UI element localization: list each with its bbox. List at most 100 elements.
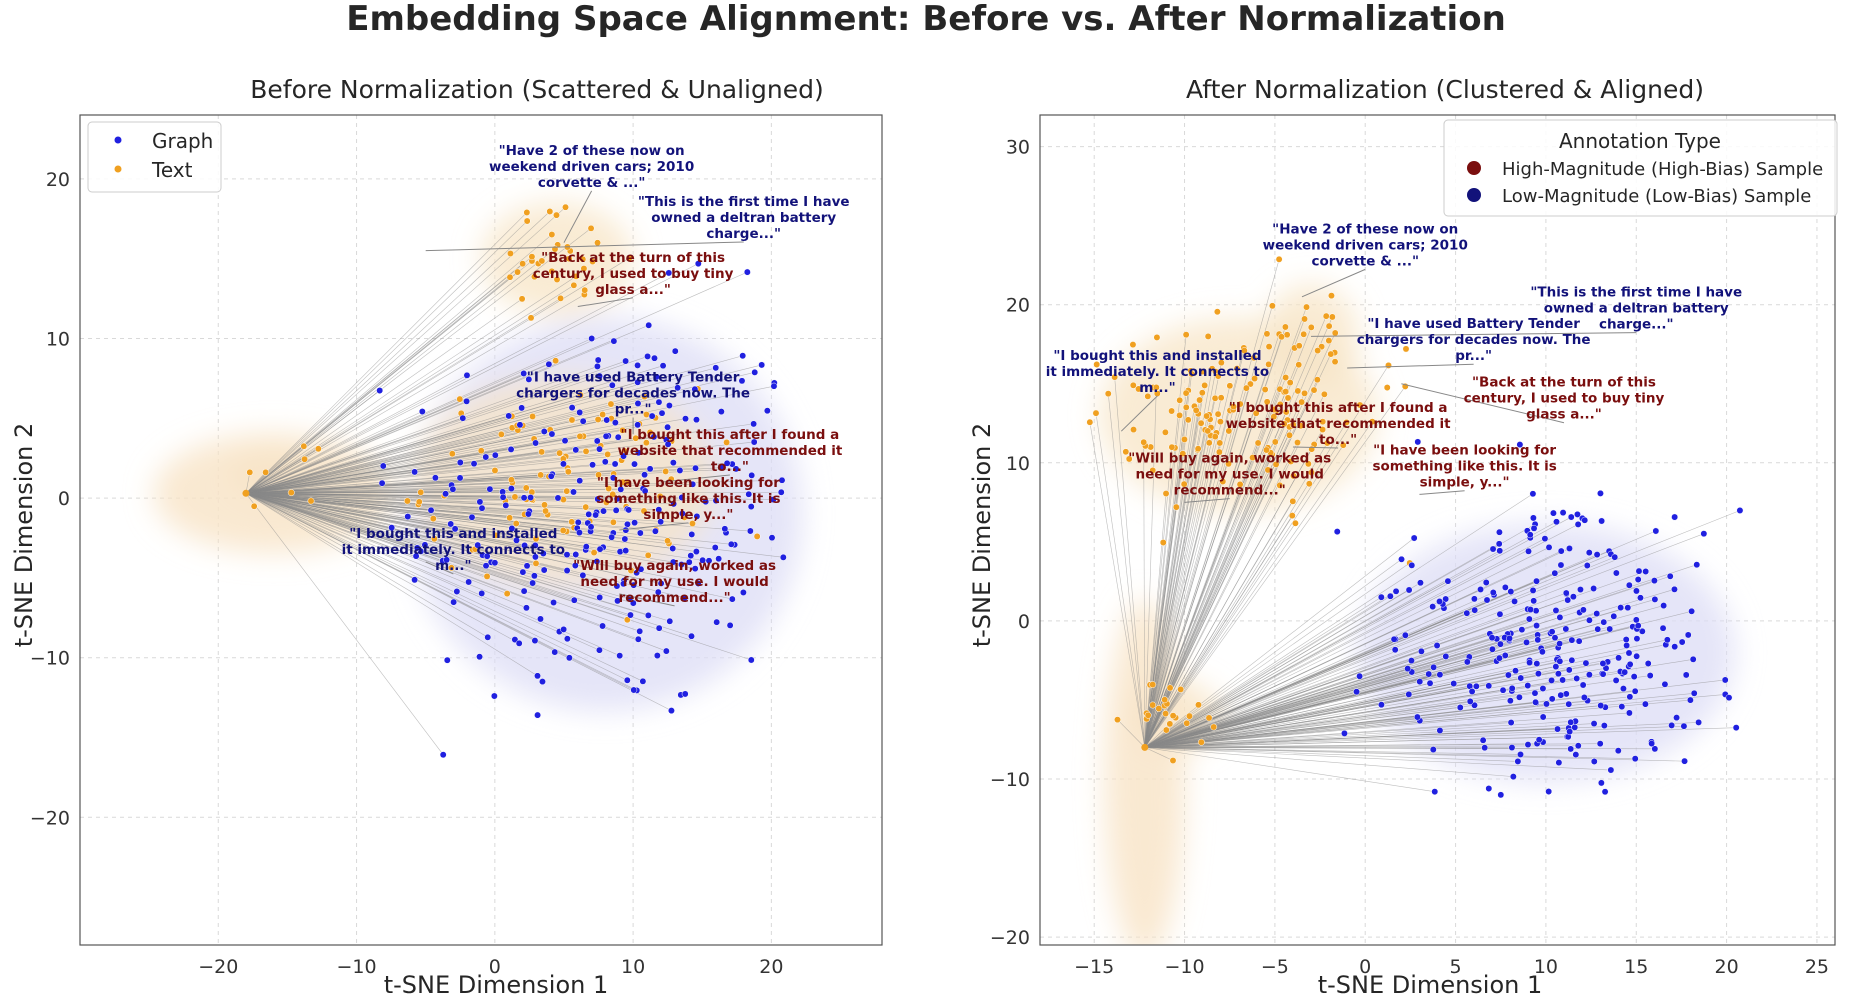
text-point [1331, 358, 1339, 366]
graph-point [521, 542, 529, 549]
annotation-leader [619, 593, 675, 607]
alignment-links [1089, 259, 1741, 792]
graph-point [1572, 751, 1580, 759]
text-point [1153, 333, 1161, 341]
graph-point [587, 523, 595, 531]
annotation-text: "Back at the turn of this [1472, 375, 1656, 391]
graph-point [1466, 697, 1474, 705]
graph-point [1526, 659, 1534, 667]
legend-label-graph: Graph [152, 129, 213, 153]
graph-point [529, 579, 537, 587]
text-point [553, 211, 560, 219]
annotation-text: "I bought this after I found a [621, 427, 840, 443]
graph-point [1660, 602, 1668, 610]
legend-after[interactable]: Annotation Type High-Magnitude (High-Bia… [1443, 119, 1838, 217]
text-point [582, 447, 590, 455]
text-point [1287, 458, 1295, 465]
link-line [1144, 580, 1449, 748]
link-line [1144, 406, 1195, 748]
link-line [1144, 688, 1543, 748]
link-line [1144, 388, 1247, 748]
graph-point [1582, 659, 1590, 667]
annotation-leader [1292, 446, 1339, 449]
graph-point [1590, 758, 1598, 765]
graph-point [747, 503, 755, 511]
graph-point [688, 632, 695, 640]
link-line [245, 285, 575, 494]
graph-point [1506, 634, 1513, 642]
graph-point [1405, 690, 1413, 698]
graph-point [579, 417, 587, 425]
link-line [1144, 639, 1627, 748]
graph-point [1535, 736, 1543, 744]
graph-point [463, 397, 471, 405]
graph-point [732, 465, 740, 473]
text-point [1307, 323, 1315, 331]
text-point [523, 217, 531, 225]
graph-point [594, 356, 602, 364]
graph-point [1485, 785, 1493, 792]
graph-point [1436, 598, 1443, 605]
text-point [1199, 368, 1207, 376]
link-line [1144, 556, 1615, 748]
link-line [245, 425, 518, 494]
legend-marker-high-bias [1467, 161, 1481, 175]
text-point [656, 492, 664, 500]
link-line [1144, 553, 1611, 748]
graph-point [575, 529, 583, 537]
link-line [1144, 538, 1546, 748]
graph-point [505, 412, 513, 420]
graph-point [1626, 693, 1634, 701]
graph-point [476, 653, 484, 661]
graph-point [1624, 604, 1632, 612]
graph-point [625, 506, 633, 514]
graph-point [634, 361, 642, 369]
y-tick-label: 10 [46, 328, 70, 350]
graph-point [1527, 606, 1534, 614]
graph-point [563, 567, 571, 575]
graph-point [491, 559, 499, 567]
graph-point [718, 464, 726, 472]
annotation-leader [1120, 395, 1158, 432]
text-point [483, 572, 491, 580]
text-point [595, 471, 603, 479]
annotation-leader [1347, 363, 1474, 369]
graph-point [1567, 513, 1575, 521]
link-line [1144, 516, 1572, 748]
graph-point [1686, 696, 1694, 704]
graph-point [1637, 594, 1644, 602]
graph-point [637, 565, 645, 573]
text-point [1129, 381, 1137, 389]
text-point [1240, 347, 1248, 355]
graph-point [516, 421, 524, 429]
graph-point [560, 625, 568, 633]
graph-point [689, 480, 697, 488]
annotation-text: "I bought this and installed [1053, 348, 1261, 364]
graph-point [750, 420, 758, 428]
graph-point [621, 535, 629, 543]
text-point [1305, 480, 1313, 488]
legend-before[interactable]: Graph Text [87, 121, 222, 193]
annotation-text: century, I used to buy tiny [533, 266, 734, 282]
graph-point [1429, 603, 1437, 611]
annotation-text: "This is the first time I have [1530, 285, 1742, 301]
graph-point [1477, 586, 1485, 593]
graph-point [413, 544, 421, 552]
text-point [1176, 396, 1184, 404]
graph-point [657, 518, 665, 526]
text-point [607, 400, 615, 408]
graph-point [1580, 693, 1588, 701]
graph-point [669, 545, 677, 552]
graph-point [539, 550, 547, 557]
graph-point [525, 375, 533, 383]
x-tick-label: 0 [489, 956, 501, 978]
graph-point [579, 571, 587, 579]
link-line [245, 492, 525, 546]
annotation-text: "I have used Battery Tender [1367, 316, 1580, 332]
graph-point [669, 558, 677, 566]
annotation-text: need for my use. I would [1136, 467, 1324, 483]
graph-point [1651, 745, 1659, 753]
text-point [532, 559, 540, 567]
graph-point [1594, 625, 1602, 633]
